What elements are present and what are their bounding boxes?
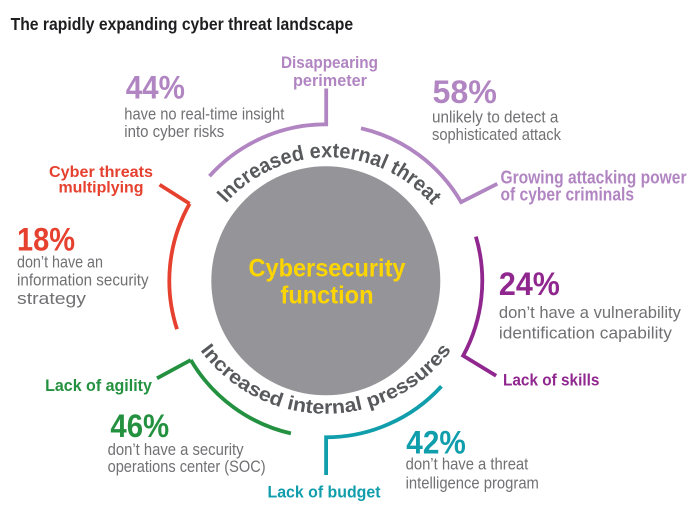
svg-text:don’t have an: don’t have an xyxy=(17,252,103,271)
svg-text:function: function xyxy=(281,283,374,310)
svg-text:sophisticated attack: sophisticated attack xyxy=(432,125,562,144)
svg-text:44%: 44% xyxy=(126,70,185,106)
svg-text:58%: 58% xyxy=(433,74,497,110)
svg-text:multiplying: multiplying xyxy=(59,179,144,196)
svg-text:don’t have a security: don’t have a security xyxy=(108,440,245,459)
svg-text:information security: information security xyxy=(17,271,149,290)
svg-text:operations center (SOC): operations center (SOC) xyxy=(108,457,266,476)
svg-text:of cyber criminals: of cyber criminals xyxy=(501,184,635,205)
svg-text:strategy: strategy xyxy=(17,289,87,308)
svg-text:Growing attacking power: Growing attacking power xyxy=(501,167,687,188)
svg-text:The rapidly expanding cyber th: The rapidly expanding cyber threat lands… xyxy=(11,14,354,34)
svg-text:perimeter: perimeter xyxy=(293,71,367,90)
svg-text:have no real-time insight: have no real-time insight xyxy=(124,105,284,124)
svg-text:Lack of agility: Lack of agility xyxy=(45,376,152,395)
svg-text:Disappearing: Disappearing xyxy=(281,53,378,72)
svg-text:46%: 46% xyxy=(110,408,169,444)
svg-text:identification capability: identification capability xyxy=(499,323,673,342)
svg-text:24%: 24% xyxy=(499,266,560,302)
svg-text:unlikely to detect a: unlikely to detect a xyxy=(432,108,559,127)
svg-text:Cybersecurity: Cybersecurity xyxy=(249,255,406,282)
svg-text:intelligence program: intelligence program xyxy=(406,473,539,492)
svg-text:don’t have a vulnerability: don’t have a vulnerability xyxy=(499,303,682,322)
svg-text:into cyber risks: into cyber risks xyxy=(124,122,224,141)
svg-text:Cyber threats: Cyber threats xyxy=(49,164,153,181)
svg-text:Lack of skills: Lack of skills xyxy=(503,370,599,389)
svg-text:don’t have a threat: don’t have a threat xyxy=(406,455,529,474)
svg-text:Lack of budget: Lack of budget xyxy=(268,483,381,502)
svg-text:42%: 42% xyxy=(406,425,466,461)
svg-text:18%: 18% xyxy=(17,221,75,257)
